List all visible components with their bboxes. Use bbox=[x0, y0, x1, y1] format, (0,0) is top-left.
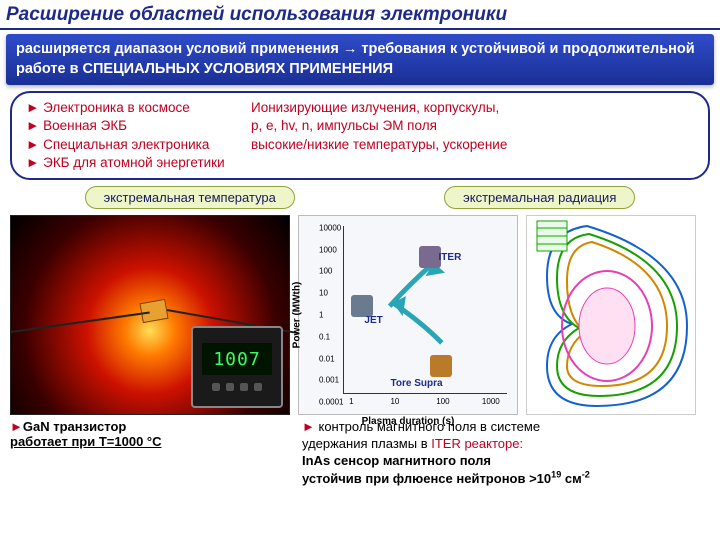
cap-right-sup1: 19 bbox=[551, 470, 561, 480]
caption-left: ►GaN транзистор работает при T=1000 °C bbox=[10, 419, 290, 488]
areas-box: ► Электроника в космосеИонизирующие излу… bbox=[10, 91, 710, 180]
panels-row: 1007 Power (MWth) 10000 1000 100 10 1 0.… bbox=[0, 213, 720, 415]
area-row-c2: p, e, hv, n, импульсы ЭМ поля bbox=[251, 117, 694, 135]
cap-right-l2-red: ITER реакторе: bbox=[431, 436, 523, 451]
chart-xtick: 100 bbox=[436, 397, 449, 406]
chart-ytick: 10000 bbox=[319, 223, 341, 232]
captions-row: ►GaN транзистор работает при T=1000 °C ►… bbox=[0, 415, 720, 488]
cap-right-l3: InAs сенсор магнитного поля bbox=[302, 453, 491, 468]
area-row-c1: ► Военная ЭКБ bbox=[26, 117, 251, 135]
badge-temperature: экстремальная температура bbox=[85, 186, 295, 209]
cap-right-l4: устойчив при флюенсе нейтронов >1019 см-… bbox=[302, 471, 590, 486]
meter-readout: 1007 bbox=[202, 343, 272, 375]
cap-right-l2: удержания плазмы в bbox=[302, 436, 431, 451]
chart-xlabel: Plasma duration (s) bbox=[362, 416, 455, 427]
area-row-c2: высокие/низкие температуры, ускорение bbox=[251, 136, 694, 154]
area-row-c1: ► Электроника в космосе bbox=[26, 99, 251, 117]
panel-hot-chip: 1007 bbox=[10, 215, 290, 415]
reactor-schematic bbox=[526, 215, 696, 415]
chart-ytick: 0.01 bbox=[319, 354, 335, 363]
chart-ytick: 0.0001 bbox=[319, 398, 343, 407]
area-row-c1: ► Специальная электроника bbox=[26, 136, 251, 154]
cap-right-l4a: устойчив при флюенсе нейтронов >10 bbox=[302, 471, 551, 486]
chip-icon bbox=[139, 299, 168, 323]
arrow-icon: ► bbox=[302, 419, 315, 434]
meter-device: 1007 bbox=[191, 326, 283, 408]
chart-label-jet: JET bbox=[364, 315, 382, 326]
chart-ylabel: Power (MWth) bbox=[292, 282, 303, 349]
banner-text: расширяется диапазон условий применения … bbox=[6, 34, 714, 85]
badges-row: экстремальная температура экстремальная … bbox=[10, 186, 710, 209]
cap-right-l4b: см bbox=[561, 471, 581, 486]
area-row-c2: Ионизирующие излучения, корпускулы, bbox=[251, 99, 694, 117]
chart-label-iter: ITER bbox=[439, 252, 462, 263]
chart-ytick: 1 bbox=[319, 311, 323, 320]
chart-ytick: 10 bbox=[319, 289, 328, 298]
hot-image: 1007 bbox=[10, 215, 290, 415]
panel-chart: Power (MWth) 10000 1000 100 10 1 0.1 0.0… bbox=[298, 215, 518, 415]
chart-point-jet bbox=[351, 295, 373, 317]
arrow-icon: ► bbox=[10, 419, 23, 434]
probe-icon bbox=[11, 312, 150, 333]
chart-xtick: 1000 bbox=[482, 397, 500, 406]
chart-ytick: 0.1 bbox=[319, 332, 330, 341]
chart-ytick: 0.001 bbox=[319, 376, 339, 385]
chart-point-tore bbox=[430, 355, 452, 377]
cap-left-line2: работает при T=1000 °C bbox=[10, 434, 162, 449]
power-duration-chart: Power (MWth) 10000 1000 100 10 1 0.1 0.0… bbox=[298, 215, 518, 415]
caption-right: ► контроль магнитного поля в системе уде… bbox=[302, 419, 710, 488]
panel-schematic bbox=[526, 215, 696, 415]
cap-left-bold: GaN транзистор bbox=[23, 419, 127, 434]
area-row-c1: ► ЭКБ для атомной энергетики bbox=[26, 154, 251, 172]
cap-right-sup2: -2 bbox=[582, 470, 590, 480]
badge-radiation: экстремальная радиация bbox=[444, 186, 635, 209]
chart-xtick: 10 bbox=[390, 397, 399, 406]
area-row-c2 bbox=[251, 154, 694, 172]
meter-buttons bbox=[212, 383, 262, 391]
chart-ytick: 1000 bbox=[319, 245, 337, 254]
chart-ytick: 100 bbox=[319, 267, 332, 276]
chart-label-tore: Tore Supra bbox=[391, 378, 443, 389]
chart-xtick: 1 bbox=[349, 397, 353, 406]
slide-title: Расширение областей использования электр… bbox=[0, 0, 720, 30]
